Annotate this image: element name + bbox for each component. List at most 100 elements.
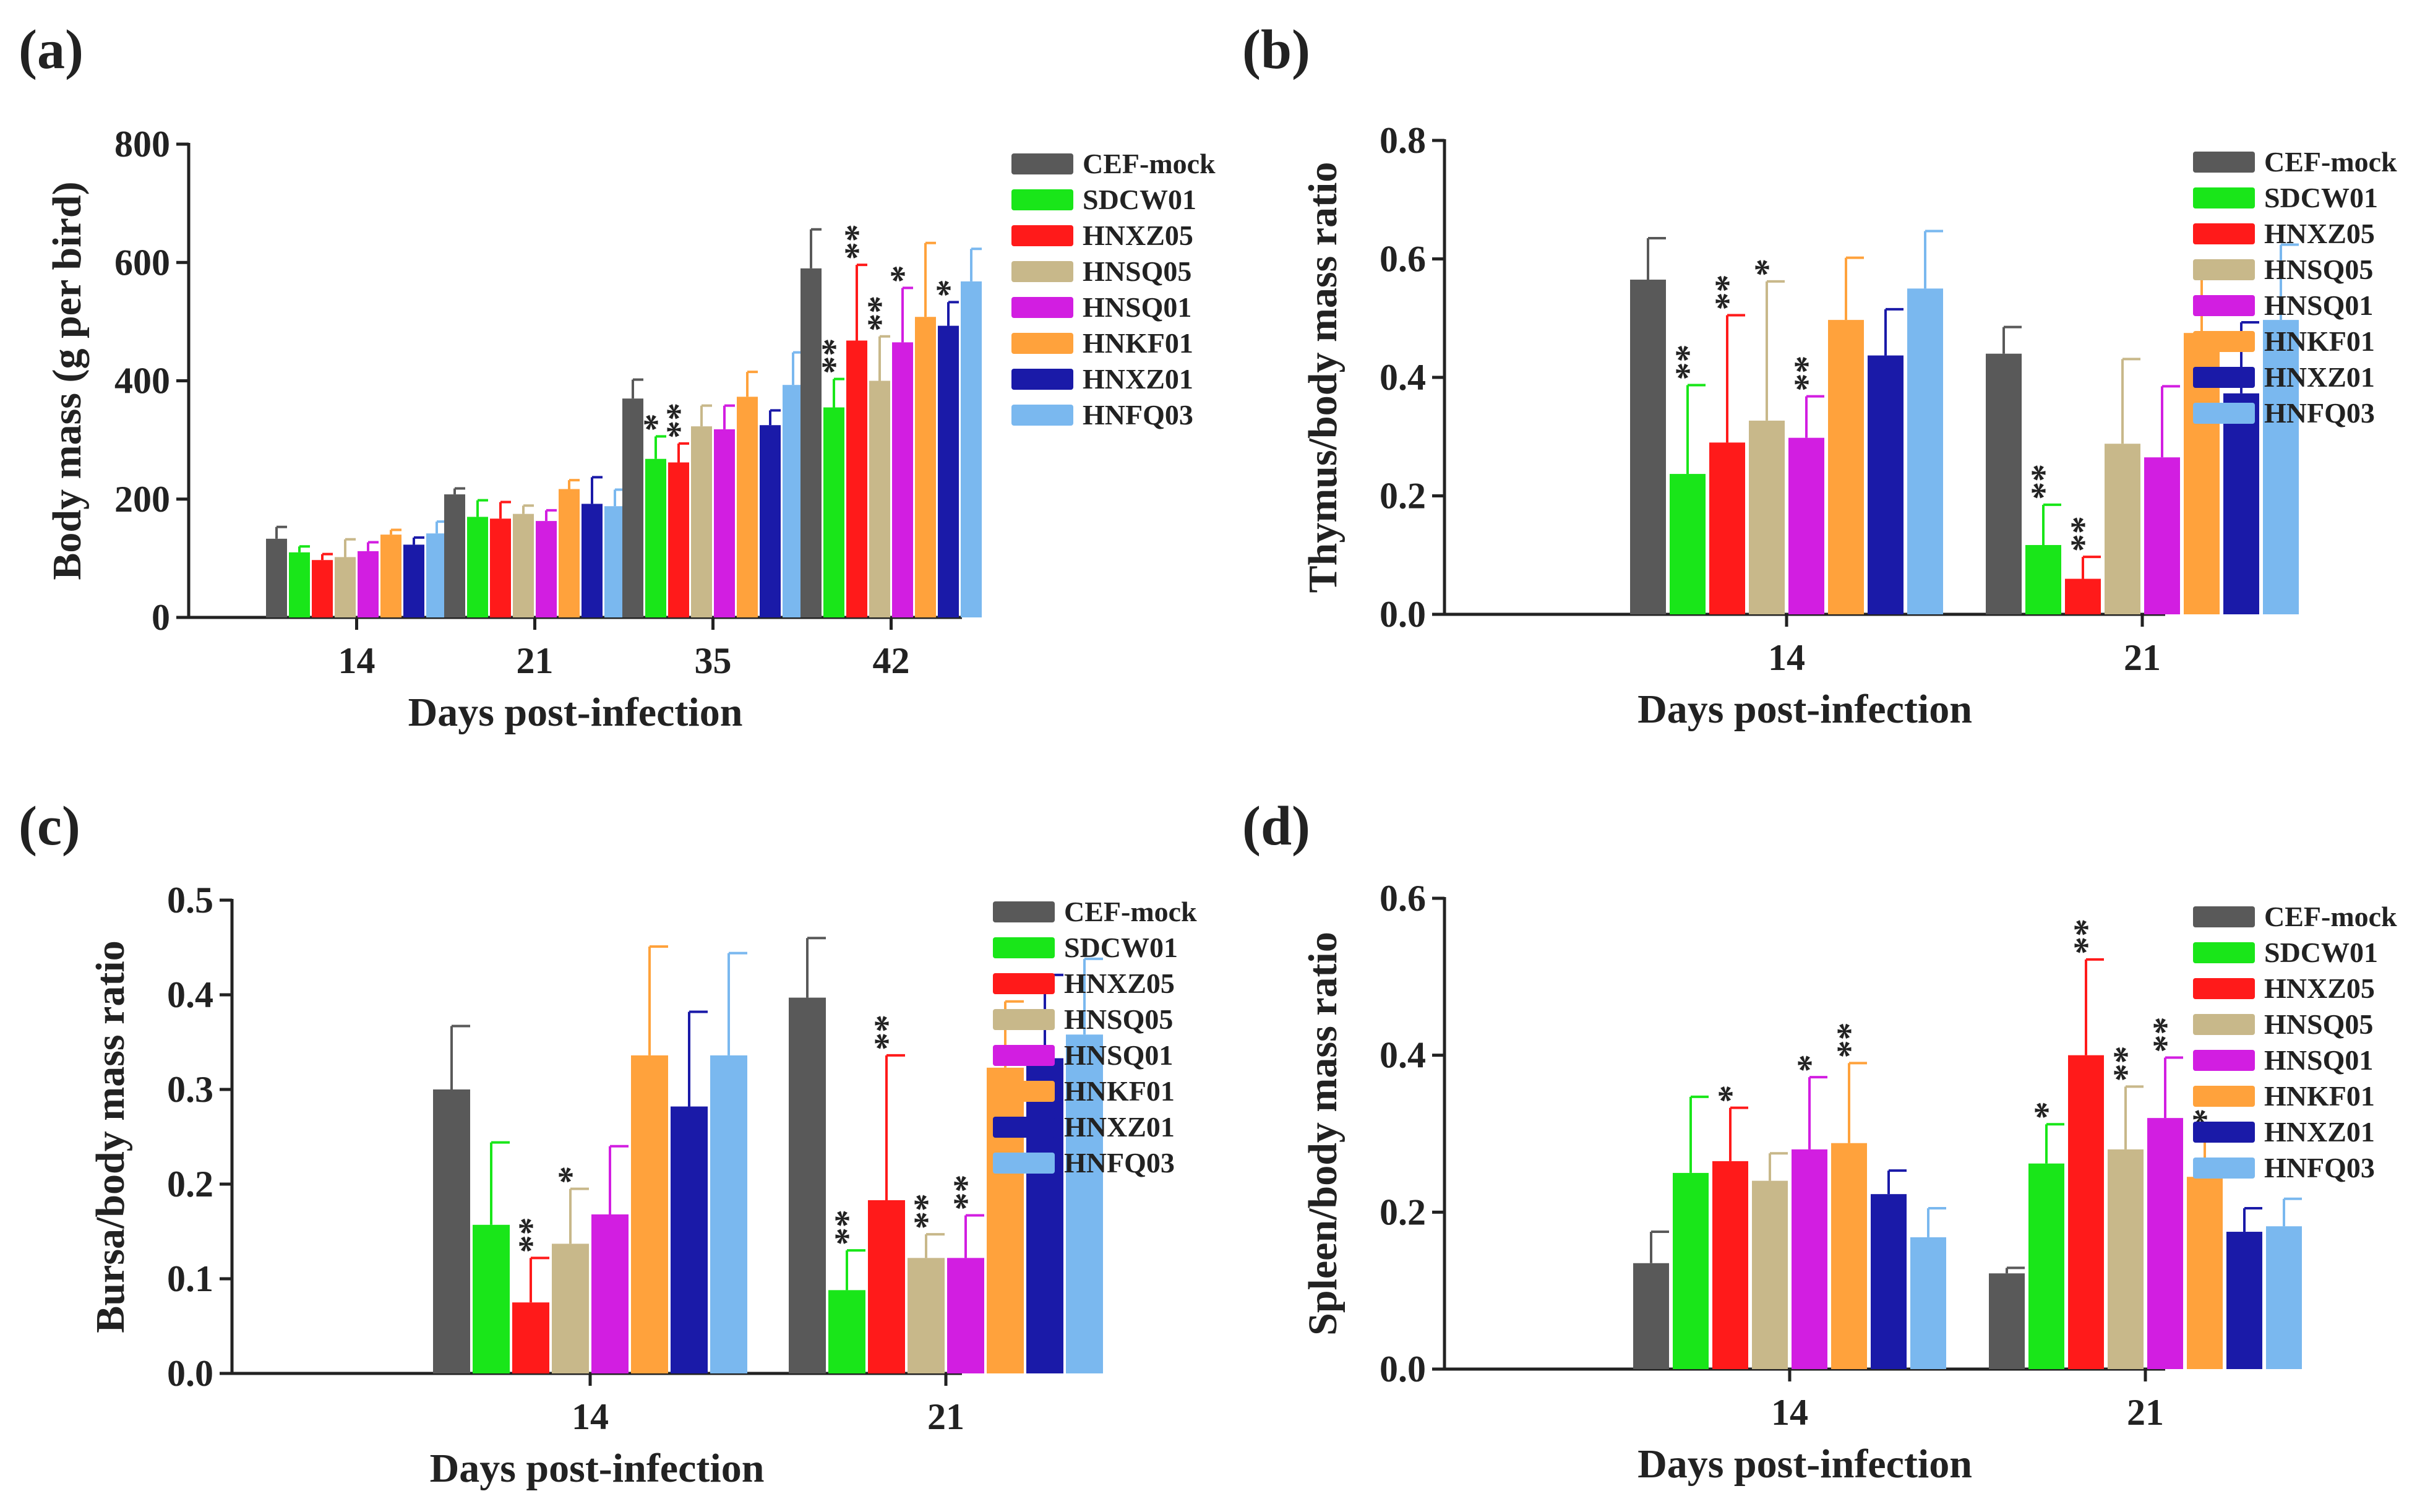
bar-hnsq05 [552,1244,589,1373]
bar-cef-mock [433,1089,470,1373]
significance-label: * [1710,1085,1751,1103]
significance-label: * [883,265,923,283]
bar-cef-mock [1989,1273,2025,1369]
legend-swatch-hnxz05 [2193,978,2255,999]
significance-label: * [1790,1054,1830,1072]
legend-label: SDCW01 [1064,932,1178,963]
bar-hnsq05 [2105,444,2140,614]
significance-label: * [1747,259,1787,277]
significance-label: ** [2106,1046,2146,1081]
bar-hnfq03 [426,533,447,617]
x-axis-title: Days post-infection [430,1446,765,1491]
bar-cef-mock [789,997,826,1373]
legend-swatch-sdcw01 [993,937,1055,958]
bar-cef-mock [1986,353,2022,614]
bar-hnkf01 [631,1055,668,1373]
legend-swatch-hnxz01 [993,1117,1055,1138]
legend-swatch-hnkf01 [2193,331,2255,352]
bar-hnkf01 [737,397,758,617]
bar-hnxz05 [1709,442,1745,614]
legend-swatch-hnkf01 [993,1081,1055,1102]
y-tick-label: 0.4 [1380,1035,1426,1076]
significance-label: ** [1787,356,1827,392]
legend-label: HNSQ01 [1064,1039,1173,1071]
bar-hnfq03 [2263,320,2299,614]
legend-swatch-hnsq05 [2193,259,2255,280]
bar-hnfq03 [2266,1226,2302,1369]
legend-label: HNXZ05 [2264,218,2375,249]
significance-label: ** [2024,464,2064,500]
bar-hnxz01 [1868,355,1904,614]
y-tick-label: 600 [114,242,170,283]
bar-hnkf01 [987,1067,1024,1373]
legend-label: CEF-mock [1083,148,1216,179]
legend-swatch-cef-mock [993,901,1055,922]
bar-hnsq01 [1792,1149,1827,1369]
y-tick-label: 0.3 [167,1069,213,1110]
bar-hnsq01 [714,429,735,617]
legend-swatch-sdcw01 [2193,187,2255,208]
legend-label: HNKF01 [2264,1080,2375,1112]
bar-hnkf01 [2187,1177,2223,1369]
y-tick-label: 0.4 [167,974,213,1015]
chart-panel-c: (c)0.00.10.20.30.40.514***21********Days… [19,796,1197,1491]
bar-hnxz01 [582,504,603,617]
legend-swatch-hnfq03 [2193,403,2255,424]
bar-sdcw01 [473,1224,510,1373]
legend-label: HNFQ03 [1083,399,1193,431]
significance-label: ** [1829,1022,1869,1058]
legend-swatch-hnxz05 [1011,225,1073,246]
bar-hnfq03 [604,506,625,617]
bar-hnfq03 [1066,1034,1103,1373]
bar-cef-mock [622,398,643,617]
chart-panel-d: (d)0.00.20.40.614****21********Days post… [1242,796,2397,1487]
bar-hnxz01 [1026,1058,1063,1373]
legend-swatch-hnfq03 [993,1153,1055,1174]
bar-hnsq05 [691,426,712,617]
bar-cef-mock [444,494,465,617]
legend-label: HNSQ01 [2264,1044,2373,1076]
y-tick-label: 0.6 [1380,878,1426,919]
bar-hnkf01 [559,489,580,617]
y-tick-label: 0.2 [1380,476,1426,517]
significance-label: * [551,1166,591,1184]
bar-hnxz01 [1871,1194,1907,1369]
bar-hnxz05 [1712,1161,1748,1369]
bar-sdcw01 [823,407,844,617]
significance-label: ** [946,1174,986,1210]
y-tick-label: 0.2 [167,1164,213,1205]
bar-hnxz05 [868,1200,905,1373]
significance-label: ** [2145,1016,2186,1052]
legend-label: HNKF01 [2264,325,2375,357]
x-tick-label: 21 [927,1396,964,1437]
significance-label: ** [906,1193,946,1229]
bar-hnsq05 [335,557,356,617]
legend-swatch-hnkf01 [1011,333,1073,354]
panel-label: (b) [1242,19,1310,80]
y-tick-label: 0.1 [167,1258,213,1299]
bar-hnxz05 [490,518,511,617]
bar-hnfq03 [783,385,804,617]
legend-label: HNKF01 [1083,327,1193,359]
legend-label: HNFQ03 [2264,1152,2375,1183]
x-tick-label: 21 [2124,637,2161,678]
legend-label: SDCW01 [2264,937,2378,968]
bar-hnxz01 [938,325,959,617]
significance-label: ** [2063,516,2103,552]
legend-swatch-hnkf01 [2193,1086,2255,1107]
legend-swatch-hnsq05 [2193,1014,2255,1035]
legend-swatch-sdcw01 [1011,189,1073,210]
y-tick-label: 0.6 [1380,239,1426,280]
x-tick-label: 14 [572,1396,609,1437]
significance-label: ** [837,224,877,260]
x-tick-label: 14 [1771,1392,1808,1433]
legend-label: HNSQ05 [2264,254,2373,285]
x-axis-title: Days post-infection [1637,1441,1972,1487]
legend-label: HNXZ01 [1064,1111,1175,1143]
y-tick-label: 800 [114,124,170,165]
legend-label: HNSQ05 [2264,1008,2373,1040]
bar-hnxz01 [760,425,781,617]
chart-panel-b: (b)0.00.20.40.60.814*******21****Days po… [1242,19,2397,732]
x-axis-title: Days post-infection [408,690,743,735]
